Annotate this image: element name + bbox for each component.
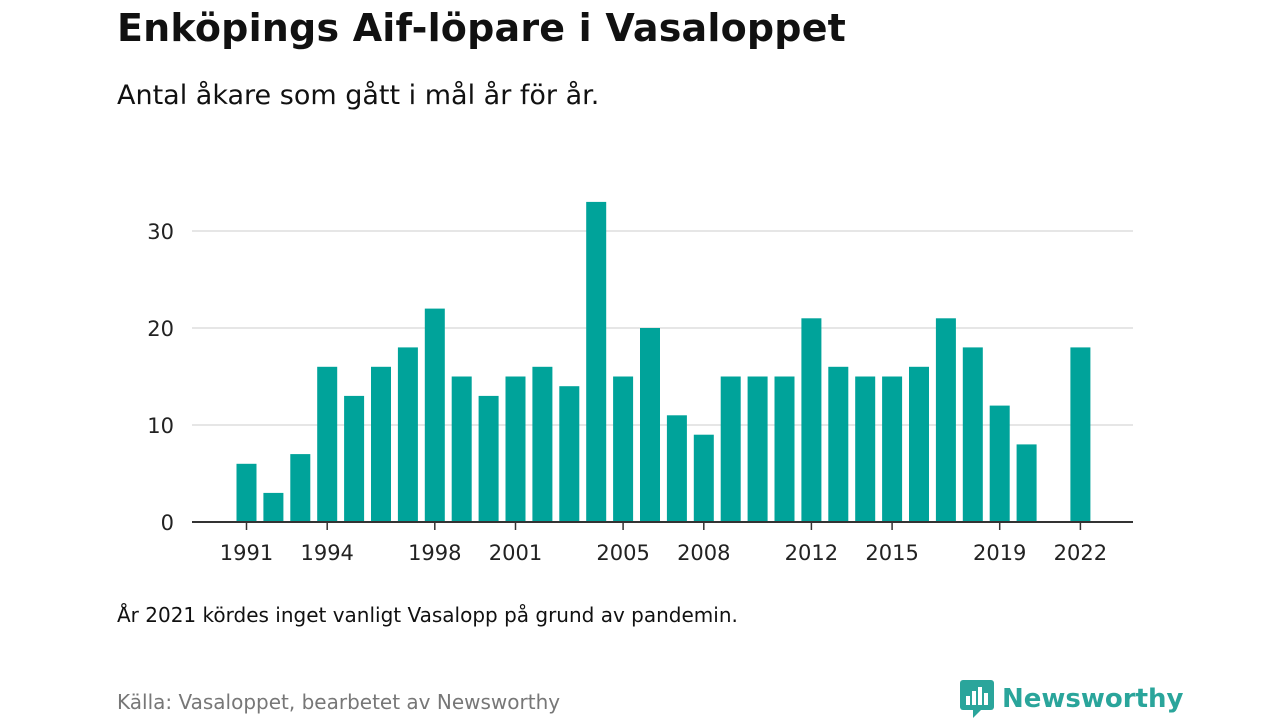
chart-subtitle: Antal åkare som gått i mål år för år. [117, 80, 600, 111]
bar-2015 [882, 376, 903, 522]
logo-text: Newsworthy [1002, 684, 1184, 714]
bars [236, 201, 1091, 522]
newsworthy-logo[interactable]: Newsworthy [960, 680, 1183, 718]
bar-1994 [317, 366, 338, 522]
newsworthy-chart-logo-icon [960, 680, 994, 718]
y-axis-ticks: 0 10 20 30 [147, 220, 174, 535]
bar-1995 [344, 395, 365, 522]
bar-2003 [559, 386, 580, 522]
bar-2001 [505, 376, 526, 522]
bar-1999 [451, 376, 472, 522]
bar-1998 [424, 308, 445, 522]
bar-2009 [720, 376, 741, 522]
bar-2013 [828, 366, 849, 522]
bar-chart: 0 10 20 30 1991 1994 1998 2001 2005 2008 2012 2015… [147, 201, 1133, 565]
y-tick-label: 20 [147, 317, 174, 341]
footnote: År 2021 kördes inget vanligt Vasalopp på… [117, 603, 738, 627]
bar-2018 [962, 347, 983, 522]
x-tick-label: 2005 [596, 541, 649, 565]
bar-2008 [693, 434, 714, 522]
bar-2011 [774, 376, 795, 522]
bar-2000 [478, 395, 499, 522]
x-axis-ticks: 1991 1994 1998 2001 2005 2008 2012 2015 2019 2022 [220, 522, 1107, 565]
bar-1996 [371, 366, 391, 522]
bar-2014 [855, 376, 876, 522]
bar-2019 [989, 405, 1010, 522]
x-tick-label: 2019 [973, 541, 1026, 565]
bar-2022 [1070, 347, 1091, 522]
x-tick-label: 1991 [220, 541, 273, 565]
bar-2020 [1016, 444, 1037, 522]
bar-1992 [263, 492, 284, 522]
bar-2006 [640, 328, 660, 522]
x-tick-label: 1994 [300, 541, 353, 565]
bar-2004 [586, 201, 607, 522]
bar-1997 [397, 347, 418, 522]
bar-2016 [909, 366, 929, 522]
bar-2007 [666, 415, 687, 522]
y-tick-label: 10 [147, 414, 174, 438]
bar-1993 [290, 454, 311, 522]
x-tick-label: 2012 [785, 541, 838, 565]
x-tick-label: 1998 [408, 541, 461, 565]
x-tick-label: 2008 [677, 541, 730, 565]
bar-2012 [801, 318, 822, 522]
source-credit: Källa: Vasaloppet, bearbetet av Newswort… [117, 690, 561, 714]
bar-2010 [747, 376, 768, 522]
y-tick-label: 30 [147, 220, 174, 244]
x-tick-label: 2015 [865, 541, 918, 565]
y-tick-label: 0 [161, 511, 174, 535]
x-tick-label: 2001 [489, 541, 542, 565]
bar-2005 [613, 376, 634, 522]
chart-title: Enköpings Aif-löpare i Vasaloppet [117, 6, 847, 50]
bar-1991 [236, 463, 257, 522]
bar-2002 [532, 366, 553, 522]
bar-2017 [935, 318, 956, 522]
x-tick-label: 2022 [1054, 541, 1107, 565]
